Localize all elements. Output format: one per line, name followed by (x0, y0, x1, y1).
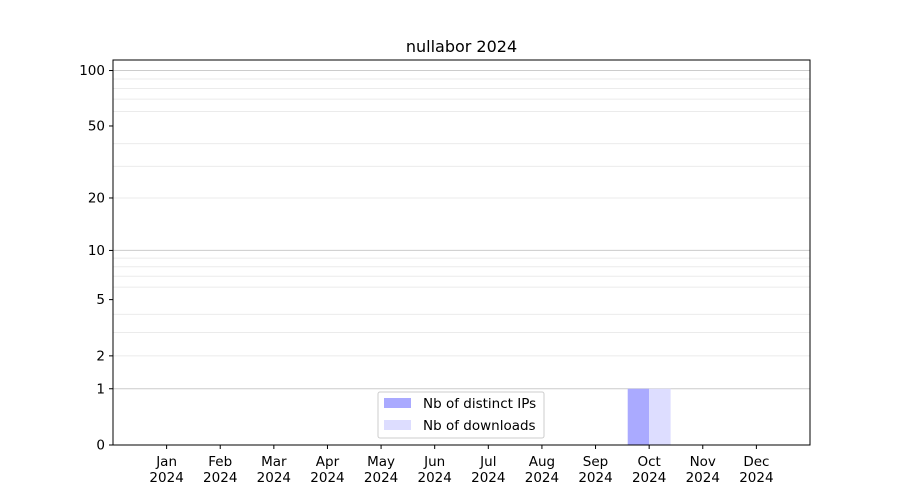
y-tick-label: 20 (88, 190, 105, 206)
legend-label-ips: Nb of distinct IPs (423, 396, 536, 412)
legend-label-downloads: Nb of downloads (423, 418, 536, 434)
y-tick-label: 5 (96, 292, 105, 308)
x-tick-label: Nov 2024 (686, 454, 720, 486)
y-tick-label: 50 (88, 118, 105, 134)
y-tick-label: 1 (96, 381, 105, 397)
plot-frame (112, 59, 811, 446)
x-tick-label: Jun 2024 (418, 454, 452, 486)
y-tick-label: 100 (79, 63, 105, 79)
x-tick-label: Jul 2024 (471, 454, 505, 486)
legend-swatch-ips (384, 398, 411, 408)
y-tick-label: 0 (96, 438, 105, 454)
bars (627, 388, 671, 445)
legend: Nb of distinct IPs Nb of downloads (377, 391, 545, 439)
x-tick-label: Oct 2024 (632, 454, 666, 486)
x-tick-label: Mar 2024 (257, 454, 291, 486)
x-tick-label: Aug 2024 (525, 454, 559, 486)
grid (113, 70, 810, 390)
legend-box (377, 391, 545, 439)
x-tick-label: Apr 2024 (310, 454, 344, 486)
chart-title: nullabor 2024 (406, 37, 517, 56)
x-axis: Jan 2024 Feb 2024 Mar 2024 Apr 2024 May 2024 Jun 20… (149, 445, 774, 486)
y-tick-label: 10 (88, 243, 105, 259)
legend-swatch-downloads (384, 420, 411, 430)
bar-ips (627, 388, 650, 445)
y-axis: 0 1 2 5 10 20 50 100 (79, 63, 113, 454)
x-tick-label: Dec 2024 (739, 454, 773, 486)
y-tick-label: 2 (96, 348, 105, 364)
x-tick-label: Sep 2024 (578, 454, 612, 486)
bar-downloads (649, 388, 671, 445)
x-tick-label: May 2024 (364, 454, 398, 486)
x-tick-label: Jan 2024 (149, 454, 183, 486)
x-tick-label: Feb 2024 (203, 454, 237, 486)
